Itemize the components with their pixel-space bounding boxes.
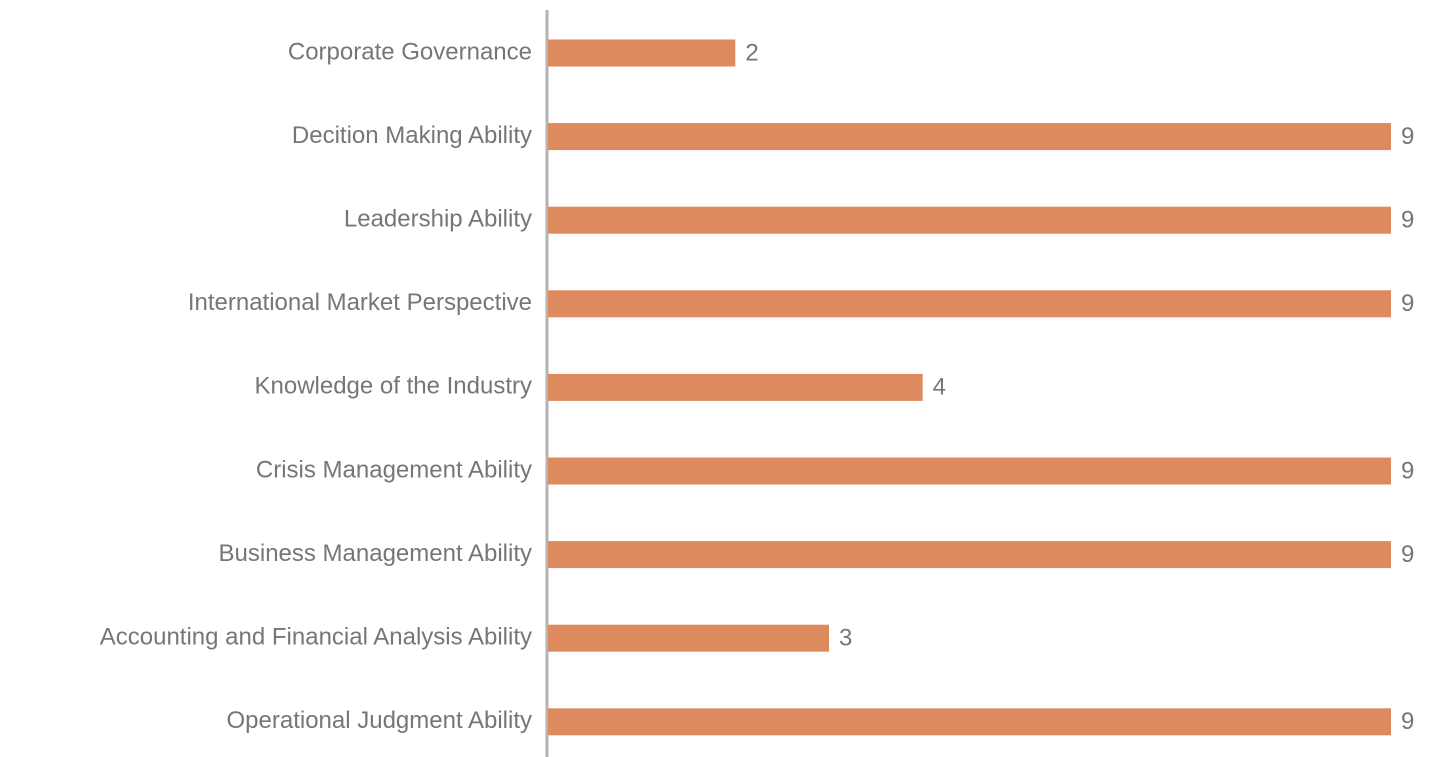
y-tick-label: Business Management Ability [219, 540, 533, 567]
bar [548, 624, 829, 652]
data-label: 9 [1401, 708, 1414, 735]
bar [548, 541, 1391, 569]
bar [548, 123, 1391, 151]
data-label: 2 [745, 39, 758, 66]
data-label: 9 [1401, 541, 1414, 568]
y-tick-label: Leadership Ability [344, 206, 532, 233]
bar [548, 206, 1391, 234]
bar [548, 39, 736, 67]
y-tick-label: Decition Making Ability [292, 122, 532, 149]
bar [548, 708, 1391, 736]
data-label: 9 [1401, 290, 1414, 317]
bar [548, 457, 1391, 485]
y-tick-label: Knowledge of the Industry [254, 373, 532, 400]
y-tick-label: Crisis Management Ability [256, 456, 532, 483]
data-label: 9 [1401, 457, 1414, 484]
data-label: 9 [1401, 207, 1414, 234]
data-label: 4 [933, 374, 946, 401]
y-tick-label: Operational Judgment Ability [226, 707, 532, 734]
y-tick-label: Accounting and Financial Analysis Abilit… [100, 624, 532, 651]
data-label: 9 [1401, 123, 1414, 150]
bar [548, 290, 1391, 318]
y-tick-label: Corporate Governance [288, 38, 532, 65]
y-tick-label: International Market Perspective [188, 289, 532, 316]
data-label: 3 [839, 625, 852, 652]
bar [548, 373, 923, 401]
